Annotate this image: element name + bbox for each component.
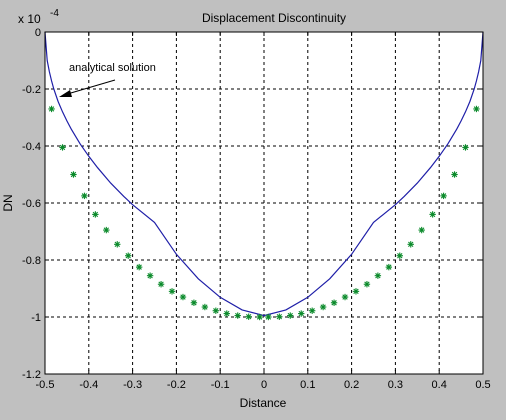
data-point-marker xyxy=(352,288,360,295)
x-tick-label: 0.2 xyxy=(344,379,359,391)
x-tick-label: 0.3 xyxy=(388,379,403,391)
data-point-marker xyxy=(298,310,305,317)
data-point-marker xyxy=(245,313,252,320)
data-point-marker xyxy=(179,293,187,301)
data-point-marker xyxy=(125,252,132,259)
data-point-marker xyxy=(396,252,403,259)
data-point-marker xyxy=(48,105,55,113)
data-point-marker xyxy=(81,192,88,200)
data-point-marker xyxy=(319,303,327,311)
data-point-marker xyxy=(234,312,241,319)
annotation-arrowhead xyxy=(59,90,72,97)
data-point-marker xyxy=(385,263,393,271)
data-point-marker xyxy=(146,272,154,279)
x-tick-label: -0.2 xyxy=(167,379,186,391)
data-point-marker xyxy=(168,288,176,295)
analytical-solution-line xyxy=(44,31,484,317)
data-point-marker xyxy=(201,303,209,311)
chart-title: Displacement Discontinuity xyxy=(202,11,346,25)
data-point-marker xyxy=(330,299,338,306)
data-point-marker xyxy=(223,310,230,317)
y-tick-label: -0.6 xyxy=(22,198,41,210)
data-point-marker xyxy=(451,171,458,178)
data-point-marker xyxy=(407,241,414,248)
plot-series xyxy=(44,31,484,321)
data-point-marker xyxy=(363,281,371,288)
x-tick-label: 0.5 xyxy=(475,379,490,391)
data-point-marker xyxy=(190,299,198,306)
data-point-marker xyxy=(341,293,349,301)
data-point-marker xyxy=(256,313,263,321)
exponent-power: -4 xyxy=(50,8,59,19)
y-tick-labels: 0 -0.2 -0.4 -0.6 -0.8 -1 -1.2 xyxy=(22,27,41,381)
data-point-marker xyxy=(265,313,272,321)
data-point-marker xyxy=(70,171,77,178)
y-tick-label: -1 xyxy=(31,312,41,324)
y-tick-label: -0.8 xyxy=(22,255,41,267)
data-point-marker xyxy=(374,272,382,279)
exponent-label: x 10 xyxy=(18,12,41,26)
data-point-marker xyxy=(429,211,436,218)
annotation-arrow xyxy=(63,79,116,96)
y-tick-label: -1.2 xyxy=(22,369,41,381)
x-tick-label: -0.4 xyxy=(79,379,98,391)
x-tick-labels: -0.5 -0.4 -0.3 -0.2 -0.1 0 0.1 0.2 0.3 0.4 0.5 xyxy=(36,379,491,391)
data-point-marker xyxy=(135,263,143,271)
x-tick-label: 0.1 xyxy=(300,379,315,391)
data-point-marker xyxy=(473,105,480,113)
data-point-marker xyxy=(440,192,447,200)
data-point-marker xyxy=(103,226,110,234)
data-point-marker xyxy=(308,307,316,314)
data-point-marker xyxy=(114,241,121,248)
data-point-marker xyxy=(276,313,283,320)
y-tick-label: 0 xyxy=(35,27,41,39)
data-point-marker xyxy=(418,226,425,234)
data-point-marker xyxy=(92,211,99,218)
x-tick-label: 0.4 xyxy=(432,379,447,391)
x-tick-label: -0.1 xyxy=(211,379,230,391)
y-tick-label: -0.2 xyxy=(22,84,41,96)
data-point-marker xyxy=(462,144,469,151)
x-tick-label: -0.3 xyxy=(123,379,142,391)
axes-frame xyxy=(44,31,484,375)
data-point-marker xyxy=(212,307,220,314)
data-point-marker xyxy=(287,312,294,319)
x-tick-label: 0 xyxy=(261,379,267,391)
annotation-text: analytical solution xyxy=(69,62,156,74)
grid-lines xyxy=(45,32,483,374)
data-point-marker xyxy=(59,144,66,151)
data-point-marker xyxy=(157,281,165,288)
y-tick-label: -0.4 xyxy=(22,141,41,153)
x-tick-label: -0.5 xyxy=(36,379,55,391)
y-axis-label: DN xyxy=(1,194,15,211)
x-axis-label: Distance xyxy=(240,396,287,410)
